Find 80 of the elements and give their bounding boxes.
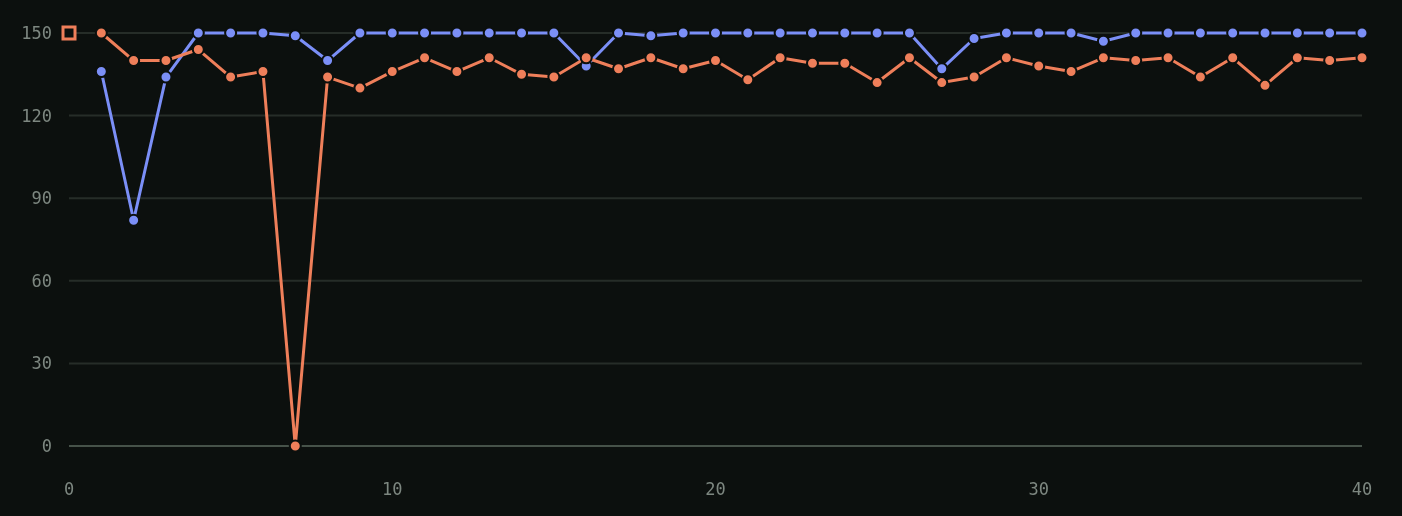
y-tick-label: 60 — [31, 270, 52, 291]
point — [1258, 78, 1272, 92]
point — [224, 70, 238, 84]
point — [1355, 51, 1369, 65]
point — [1290, 51, 1304, 65]
point — [935, 62, 949, 76]
point — [870, 26, 884, 40]
point — [288, 29, 302, 43]
point — [321, 70, 335, 84]
x-tick-label: 10 — [382, 478, 403, 499]
point — [127, 213, 141, 227]
point — [741, 26, 755, 40]
point — [1290, 26, 1304, 40]
point — [1193, 70, 1207, 84]
x-tick-label: 0 — [63, 478, 75, 499]
point — [1193, 26, 1207, 40]
point — [256, 65, 270, 79]
y-tick-label: 0 — [41, 435, 52, 456]
point — [902, 51, 916, 65]
point — [94, 65, 108, 79]
point — [385, 26, 399, 40]
point — [709, 26, 722, 40]
point — [353, 81, 367, 95]
point — [1096, 34, 1110, 48]
point — [676, 62, 690, 76]
point — [676, 26, 690, 40]
point — [191, 26, 205, 40]
point — [1161, 26, 1175, 40]
point — [805, 26, 819, 40]
x-tick-label: 20 — [705, 478, 726, 499]
point — [547, 26, 561, 40]
point — [159, 70, 173, 84]
point — [612, 62, 626, 76]
point — [902, 26, 916, 40]
point — [967, 32, 981, 46]
point — [644, 51, 658, 65]
point — [256, 26, 270, 40]
point — [805, 56, 819, 70]
point — [1129, 26, 1143, 40]
y-tick-label: 30 — [31, 353, 52, 374]
point — [288, 439, 302, 453]
point — [999, 26, 1013, 40]
point — [191, 43, 205, 57]
y-tick-label: 120 — [21, 105, 52, 126]
point — [1161, 51, 1175, 65]
point — [353, 26, 367, 40]
point — [838, 26, 852, 40]
point — [773, 51, 787, 65]
point — [773, 26, 787, 40]
point — [1032, 26, 1046, 40]
point — [547, 70, 561, 84]
point — [482, 26, 496, 40]
x-tick-label: 30 — [1028, 478, 1049, 499]
point — [1258, 26, 1272, 40]
point — [1064, 26, 1078, 40]
point — [1096, 51, 1110, 65]
point — [1226, 51, 1240, 65]
point — [515, 67, 529, 81]
point — [644, 29, 658, 43]
point — [1323, 26, 1337, 40]
point — [61, 25, 77, 41]
point — [450, 26, 464, 40]
point — [1355, 26, 1369, 40]
point — [94, 26, 108, 40]
point — [612, 26, 626, 40]
point — [1032, 59, 1046, 73]
y-tick-label: 90 — [31, 188, 52, 209]
point — [418, 26, 432, 40]
point — [1226, 26, 1240, 40]
point — [838, 56, 852, 70]
y-tick-label: 150 — [21, 22, 52, 43]
point — [418, 51, 432, 65]
point — [999, 51, 1013, 65]
point — [967, 70, 981, 84]
point — [224, 26, 238, 40]
point — [482, 51, 496, 65]
x-tick-label: 40 — [1351, 478, 1373, 499]
point — [515, 26, 529, 40]
point — [579, 51, 593, 65]
point — [741, 73, 755, 87]
